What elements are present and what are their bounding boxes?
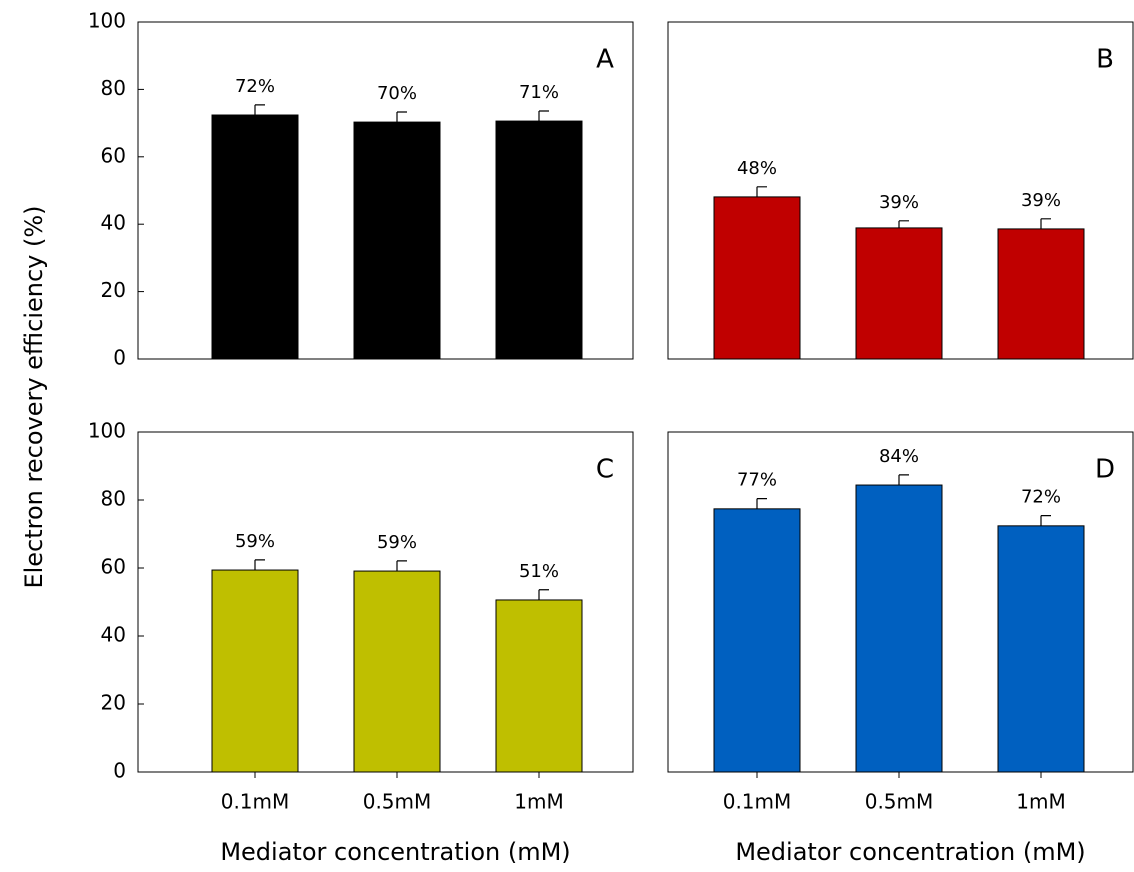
bar bbox=[211, 569, 299, 773]
x-tick-label: 0.5mM bbox=[865, 790, 934, 814]
bar bbox=[713, 508, 801, 773]
value-label: 77% bbox=[737, 470, 777, 491]
panel-label: B bbox=[1096, 45, 1114, 75]
error-bar bbox=[396, 560, 407, 572]
bar bbox=[997, 228, 1085, 360]
y-tick-label: 40 bbox=[101, 211, 126, 235]
x-axis-title: Mediator concentration (mM) bbox=[735, 838, 1085, 866]
error-bar bbox=[538, 589, 549, 600]
x-axis-title: Mediator concentration (mM) bbox=[220, 838, 570, 866]
value-label: 72% bbox=[1021, 487, 1061, 508]
error-bar bbox=[756, 498, 767, 509]
y-tick-label: 60 bbox=[101, 555, 126, 579]
value-label: 39% bbox=[879, 192, 919, 213]
y-tick-label: 0 bbox=[113, 759, 126, 783]
x-tick-label: 0.1mM bbox=[723, 790, 792, 814]
bar bbox=[353, 121, 441, 360]
error-bar bbox=[538, 110, 549, 122]
y-tick-label: 20 bbox=[101, 691, 126, 715]
value-label: 84% bbox=[879, 446, 919, 467]
value-label: 72% bbox=[235, 76, 275, 97]
error-bar bbox=[254, 559, 265, 571]
bar bbox=[353, 570, 441, 773]
value-label: 59% bbox=[377, 532, 417, 553]
y-tick-label: 100 bbox=[88, 419, 126, 443]
bar bbox=[495, 599, 583, 773]
value-label: 48% bbox=[737, 158, 777, 179]
y-tick-label: 80 bbox=[101, 487, 126, 511]
value-label: 59% bbox=[235, 531, 275, 552]
x-tick-label: 0.1mM bbox=[221, 790, 290, 814]
bar bbox=[855, 227, 943, 360]
bar bbox=[997, 525, 1085, 773]
y-tick-label: 80 bbox=[101, 76, 126, 100]
y-axis-title: Electron recovery efficiency (%) bbox=[20, 205, 48, 588]
value-label: 71% bbox=[519, 82, 559, 103]
error-bar bbox=[254, 104, 265, 116]
error-bar bbox=[898, 220, 909, 228]
value-label: 51% bbox=[519, 561, 559, 582]
error-bar bbox=[1040, 218, 1051, 229]
panel-label: C bbox=[596, 455, 614, 485]
x-tick-label: 1mM bbox=[514, 790, 563, 814]
x-tick-label: 1mM bbox=[1016, 790, 1065, 814]
value-label: 39% bbox=[1021, 190, 1061, 211]
y-tick-label: 20 bbox=[101, 278, 126, 302]
y-tick-label: 0 bbox=[113, 346, 126, 370]
x-tick-label: 0.5mM bbox=[363, 790, 432, 814]
error-bar bbox=[396, 111, 407, 123]
bar bbox=[211, 114, 299, 360]
bar bbox=[713, 196, 801, 360]
panel-label: D bbox=[1095, 455, 1115, 485]
panel-label: A bbox=[596, 45, 614, 75]
error-bar bbox=[898, 474, 909, 486]
y-tick-label: 60 bbox=[101, 143, 126, 167]
y-tick-label: 40 bbox=[101, 623, 126, 647]
error-bar bbox=[756, 186, 767, 197]
error-bar bbox=[1040, 515, 1051, 526]
bar bbox=[495, 120, 583, 360]
bar bbox=[855, 484, 943, 773]
value-label: 70% bbox=[377, 83, 417, 104]
y-tick-label: 100 bbox=[88, 9, 126, 33]
